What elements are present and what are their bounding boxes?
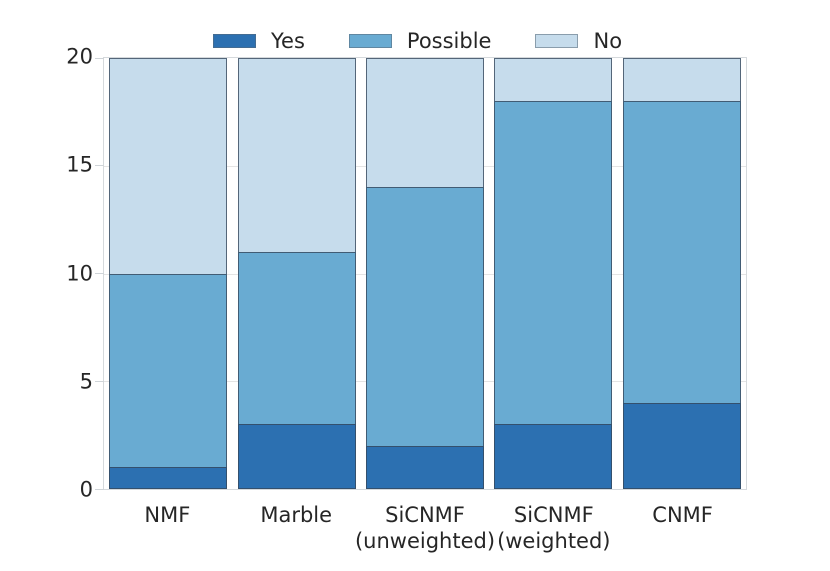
legend-entry-no: No xyxy=(535,28,623,53)
y-tick-label: 5 xyxy=(79,369,93,394)
x-tick-label: NMF xyxy=(144,503,191,527)
legend-label: Yes xyxy=(271,28,305,53)
legend-color-patch xyxy=(535,34,579,48)
x-tick-label: Marble xyxy=(260,503,333,527)
bar-slot xyxy=(104,58,232,489)
legend-entry-yes: Yes xyxy=(213,28,305,53)
plot-area xyxy=(95,57,747,490)
bar-segment-yes xyxy=(237,424,356,489)
legend-color-patch xyxy=(213,34,256,48)
bar-segment-possible xyxy=(494,101,613,425)
bar-segment-yes xyxy=(365,445,485,489)
y-tick-mark xyxy=(95,57,104,59)
bar-slot xyxy=(361,58,489,489)
bar-segment-yes xyxy=(622,402,741,489)
x-axis-tick-labels: NMF Marble SiCNMF (unweighted) SiCNMF (weig… xyxy=(103,501,747,565)
legend-label: No xyxy=(593,28,623,53)
y-tick-label: 10 xyxy=(66,261,93,285)
y-tick-label: 15 xyxy=(66,152,93,177)
stacked-bar xyxy=(622,58,741,489)
bar-segment-no xyxy=(109,58,228,274)
stacked-bar xyxy=(365,58,485,489)
bar-slot xyxy=(618,58,746,489)
bar-segment-no xyxy=(237,58,356,252)
x-tick-label: SiCNMF (weighted) xyxy=(497,503,611,553)
bar-segment-yes xyxy=(494,424,613,489)
y-tick-label: 20 xyxy=(66,44,93,69)
bars-container xyxy=(104,58,746,489)
bar-slot xyxy=(232,58,360,489)
y-tick-mark xyxy=(95,273,104,274)
chart-legend: Yes Possible No xyxy=(213,27,622,55)
y-axis-tick-labels: 0 5 10 15 20 xyxy=(38,46,93,500)
bar-segment-possible xyxy=(237,251,356,425)
x-tick-label: CNMF xyxy=(652,503,713,527)
bar-segment-yes xyxy=(109,467,228,489)
bar-segment-no xyxy=(365,58,485,188)
bar-slot xyxy=(489,58,617,489)
legend-entry-possible: Possible xyxy=(348,28,492,53)
stacked-bar xyxy=(494,58,613,489)
legend-label: Possible xyxy=(406,28,492,53)
stacked-bar xyxy=(109,58,228,489)
x-tick-label: SiCNMF (unweighted) xyxy=(354,503,496,553)
stacked-bar xyxy=(237,58,356,489)
legend-color-patch xyxy=(348,34,392,48)
y-tick-label: 0 xyxy=(79,477,93,502)
bar-segment-no xyxy=(494,58,613,102)
bar-segment-possible xyxy=(622,101,741,403)
bar-segment-possible xyxy=(109,273,228,468)
bar-segment-no xyxy=(622,58,741,102)
y-tick-mark xyxy=(95,380,104,382)
y-tick-mark xyxy=(95,165,104,167)
y-tick-mark xyxy=(95,488,104,490)
bar-segment-possible xyxy=(365,187,485,446)
